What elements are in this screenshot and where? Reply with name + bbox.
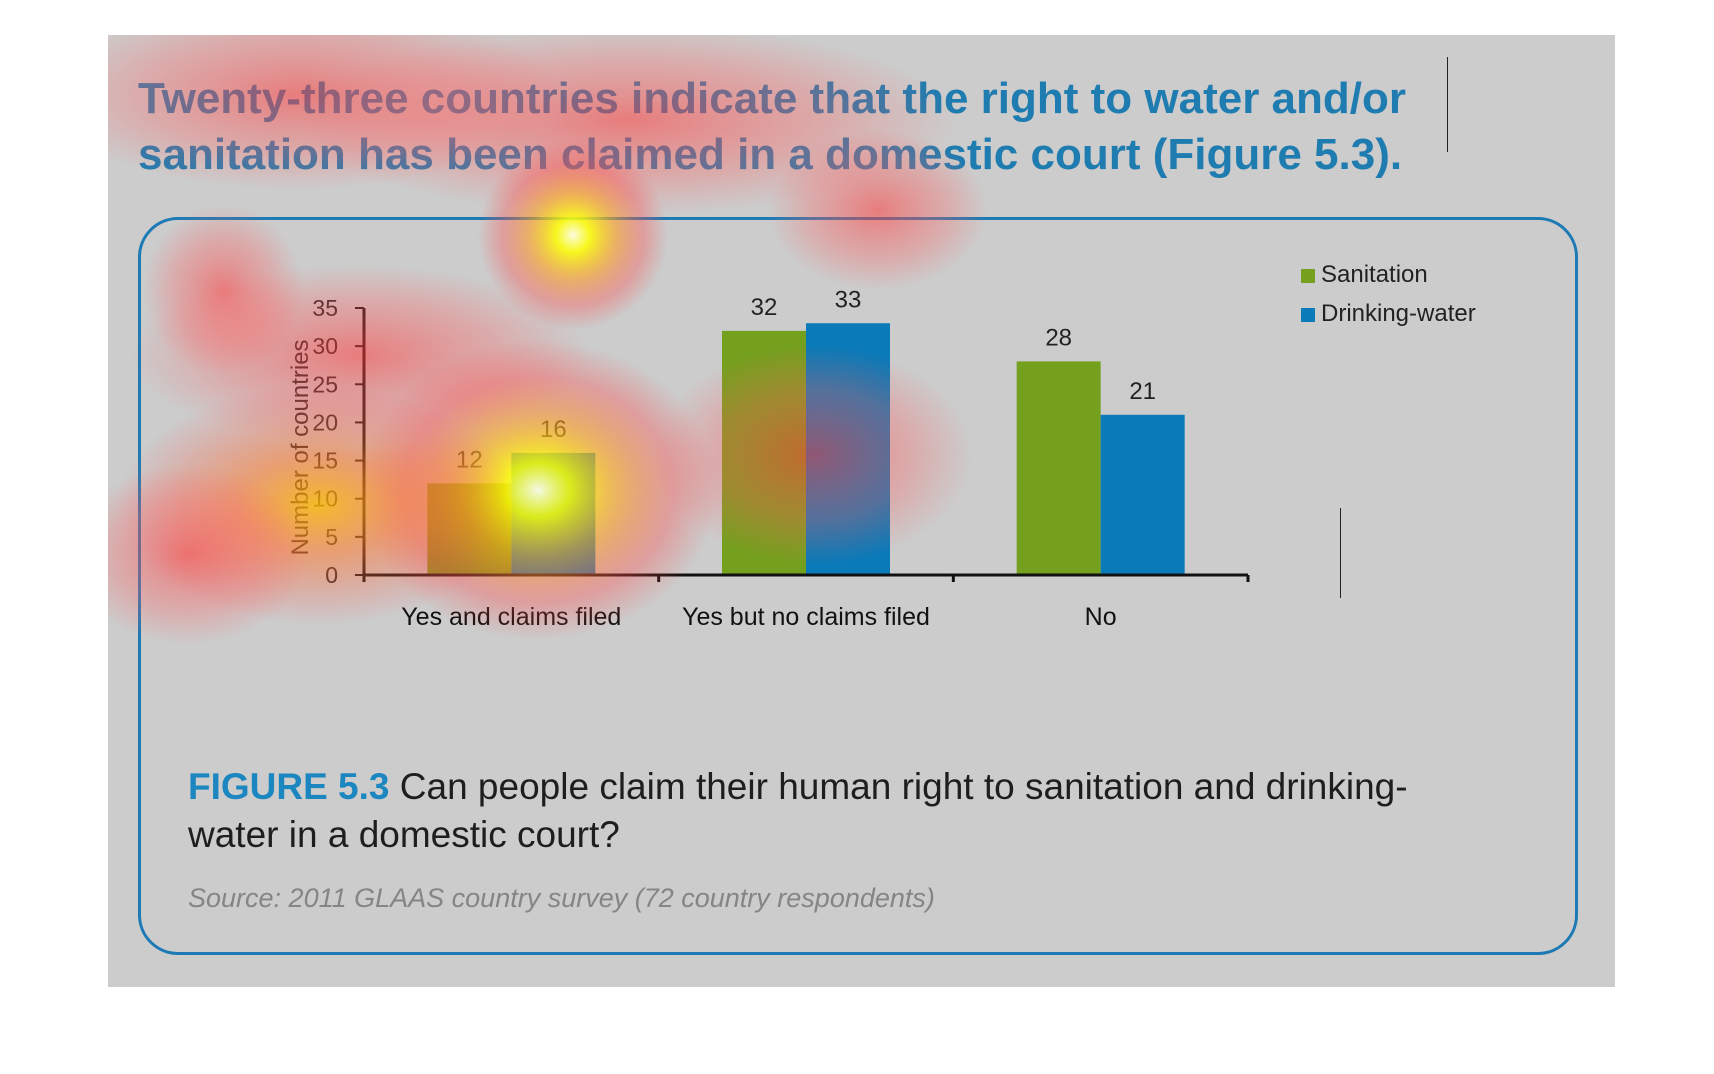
data-label: 12 (456, 446, 483, 473)
legend-swatch (1301, 269, 1315, 283)
legend-swatch (1301, 308, 1315, 322)
bar-sanitation-1 (722, 330, 806, 575)
bar-drinking-water-2 (1100, 414, 1185, 575)
x-tick-label: No (1085, 603, 1117, 631)
legend: Sanitation Drinking-water (1301, 261, 1476, 327)
y-tick-label: 0 (325, 562, 338, 588)
text-cursor (1340, 508, 1341, 598)
x-tick-label: Yes and claims filed (401, 603, 621, 631)
y-tick-label: 20 (312, 409, 338, 435)
bar-drinking-water-0 (511, 452, 596, 575)
y-tick-label: 15 (312, 448, 338, 474)
bar-drinking-water-1 (806, 323, 890, 575)
y-tick-label: 5 (325, 524, 338, 550)
bar-sanitation-2 (1016, 361, 1101, 575)
bar-sanitation-0 (427, 483, 512, 575)
data-label: 21 (1129, 378, 1156, 405)
x-tick-label: Yes but no claims filed (682, 603, 930, 631)
figure-caption-text: Can people claim their human right to sa… (188, 766, 1408, 855)
legend-label: Drinking-water (1321, 300, 1476, 327)
y-tick-label: 35 (312, 295, 338, 321)
y-tick-label: 10 (312, 486, 338, 512)
figure-source: Source: 2011 GLAAS country survey (72 co… (188, 883, 935, 913)
data-label: 33 (835, 286, 862, 313)
bars-layer (427, 323, 1185, 575)
figure-label: FIGURE 5.3 (188, 766, 390, 807)
legend-label: Sanitation (1321, 261, 1428, 288)
text-cursor (1447, 57, 1448, 152)
data-label: 32 (751, 294, 778, 321)
data-label: 28 (1045, 324, 1072, 351)
data-label: 16 (540, 416, 567, 443)
y-tick-label: 25 (312, 371, 338, 397)
y-tick-label: 30 (312, 333, 338, 359)
slide: Twenty-three countries indicate that the… (108, 35, 1615, 987)
y-axis-title: Number of countries (287, 339, 314, 555)
figure-caption: FIGURE 5.3 Can people claim their human … (188, 763, 1488, 859)
